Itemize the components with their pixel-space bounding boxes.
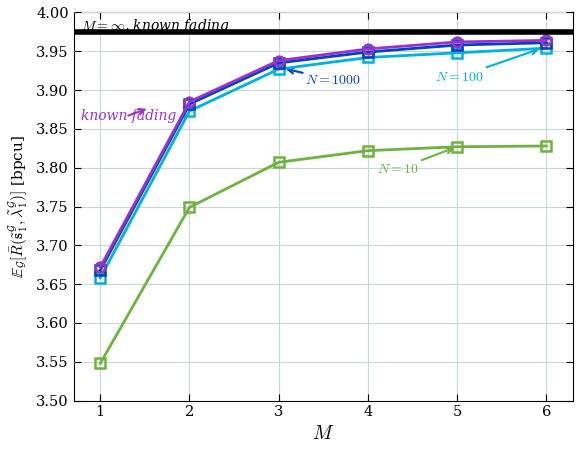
Y-axis label: $\mathbb{E}_{\mathcal{G}}[\bar{R}(\tilde{\mathbf{s}}_1^{\mathcal{G}}, \tilde{\bo: $\mathbb{E}_{\mathcal{G}}[\bar{R}(\tilde…	[7, 135, 30, 278]
Text: $M = \infty$, known fading: $M = \infty$, known fading	[81, 18, 229, 36]
Text: $N = 100$: $N = 100$	[435, 49, 537, 84]
X-axis label: $M$: $M$	[312, 425, 335, 443]
Text: $N = 1000$: $N = 1000$	[288, 68, 361, 87]
Text: $N = 10$: $N = 10$	[377, 148, 452, 176]
Text: known fading: known fading	[81, 108, 176, 122]
